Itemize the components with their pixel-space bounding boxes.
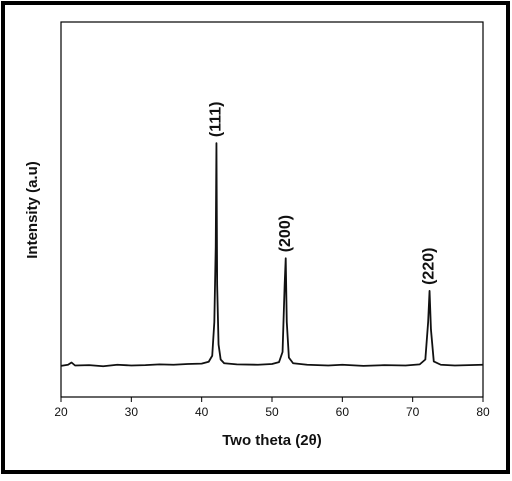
x-axis-label: Two theta (2θ): [222, 432, 322, 449]
y-axis-label: Intensity (a.u): [24, 161, 41, 259]
outer-frame: [1, 1, 510, 474]
x-tick-label: 20: [54, 405, 68, 419]
peak-label: (220): [421, 248, 438, 285]
x-tick-label: 80: [476, 405, 490, 419]
x-tick-label: 40: [195, 405, 209, 419]
peak-label: (111): [208, 102, 225, 138]
xrd-line: [60, 142, 484, 368]
x-tick-label: 60: [336, 405, 350, 419]
x-tick-label: 50: [265, 405, 279, 419]
x-tick-label: 30: [125, 405, 139, 419]
x-tick-label: 70: [406, 405, 420, 419]
peak-label: (200): [277, 215, 294, 252]
